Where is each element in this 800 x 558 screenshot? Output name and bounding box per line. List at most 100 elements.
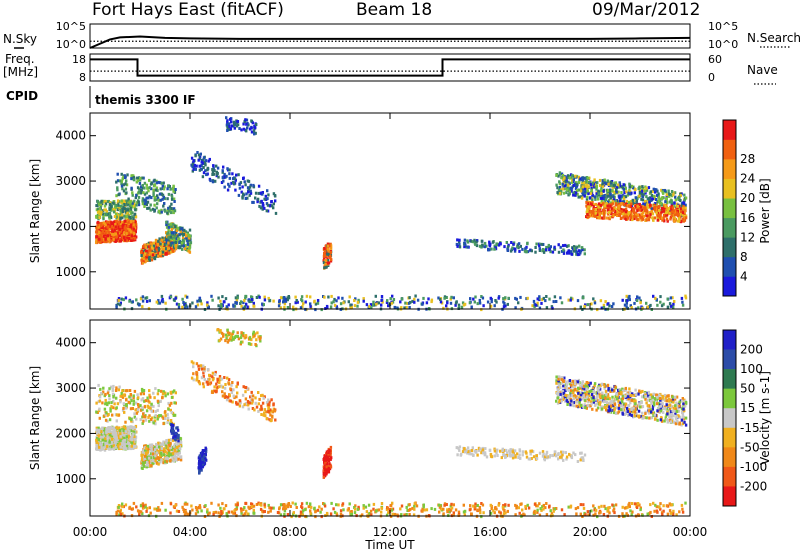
range-cell [414, 295, 416, 298]
range-cell [158, 237, 160, 240]
range-cell [558, 180, 560, 183]
range-cell [161, 295, 163, 298]
range-cell [409, 301, 411, 304]
range-cell [632, 208, 634, 211]
range-cell [115, 386, 117, 389]
range-cell [177, 227, 179, 230]
range-cell [147, 416, 149, 419]
range-cell [130, 393, 132, 396]
range-cell [613, 209, 615, 212]
range-cell [639, 203, 641, 206]
range-cell [651, 216, 653, 219]
range-cell [306, 295, 308, 298]
colorbar-tick-label: 8 [740, 250, 748, 264]
range-cell [181, 248, 183, 251]
range-cell [136, 181, 138, 184]
range-cell [146, 462, 148, 465]
range-cell [108, 397, 110, 400]
range-cell [202, 166, 204, 169]
range-cell [590, 192, 592, 195]
range-cell [108, 215, 110, 218]
range-cell [130, 174, 132, 177]
range-cell [607, 189, 609, 192]
range-cell [234, 189, 236, 192]
range-cell [531, 249, 533, 252]
noise-right-tick-top: 10^5 [708, 20, 738, 33]
range-cell [115, 397, 117, 400]
range-cell [206, 168, 208, 171]
range-cell [581, 197, 583, 200]
cpid-program: themis 3300 IF [95, 93, 196, 107]
range-cell [323, 296, 325, 299]
range-cell [153, 184, 155, 187]
range-cell [104, 205, 106, 208]
range-cell [229, 177, 231, 180]
range-cell [330, 295, 332, 298]
range-cell [140, 251, 142, 254]
range-cell [464, 303, 466, 306]
range-cell [524, 250, 526, 253]
range-cell [155, 189, 157, 192]
range-cell [330, 258, 332, 261]
range-cell [98, 231, 100, 234]
range-cell [146, 253, 148, 256]
range-cell [130, 200, 132, 203]
range-cell [108, 441, 110, 444]
range-cell [95, 411, 97, 414]
range-cell [300, 298, 302, 301]
range-cell [124, 176, 126, 179]
range-cell [118, 235, 120, 238]
range-cell [97, 221, 99, 224]
range-cell [100, 224, 102, 227]
range-cell [199, 165, 201, 168]
range-cell [161, 198, 163, 201]
range-cell [356, 305, 358, 308]
range-cell [111, 438, 113, 441]
range-cell [222, 166, 224, 169]
range-cell [545, 295, 547, 298]
range-cell [332, 300, 334, 303]
range-cell [636, 205, 638, 208]
noise-panel: N.Sky 10^5 10^0 10^5 10^0 N.Search [3, 20, 800, 51]
range-cell [599, 212, 601, 215]
range-cell [160, 453, 162, 456]
range-cell [595, 203, 597, 206]
range-cell [665, 197, 667, 200]
range-cell [152, 459, 154, 462]
range-cell [156, 452, 158, 455]
range-cell [526, 242, 528, 245]
range-cell [108, 387, 110, 390]
range-cell [656, 304, 658, 307]
range-cell [142, 462, 144, 465]
range-cell [168, 226, 170, 229]
range-cell [651, 210, 653, 213]
range-cell [584, 195, 586, 198]
range-cell [172, 185, 174, 188]
range-cell [635, 196, 637, 199]
range-cell [583, 305, 585, 308]
range-cell [153, 242, 155, 245]
range-cell [244, 118, 246, 121]
range-cell [430, 300, 432, 303]
colorbar-tick-label: 4 [740, 269, 748, 283]
range-cell [115, 181, 117, 184]
range-cell [222, 169, 224, 172]
range-cell [134, 208, 136, 211]
range-cell [554, 295, 556, 298]
range-cell [142, 295, 144, 298]
freq-left-tick-top: 18 [72, 53, 86, 66]
range-cell [217, 176, 219, 179]
freq-label-line1: Freq. [5, 52, 35, 66]
range-cell [157, 255, 159, 258]
range-cell [181, 242, 183, 245]
range-cell [227, 189, 229, 192]
range-cell [275, 212, 277, 215]
range-cell [221, 295, 223, 298]
range-cell [671, 214, 673, 217]
range-cell [176, 436, 178, 439]
range-cell [661, 217, 663, 220]
range-cell [668, 212, 670, 215]
range-cell [105, 238, 107, 241]
range-cell [158, 414, 160, 417]
range-cell [253, 132, 255, 135]
